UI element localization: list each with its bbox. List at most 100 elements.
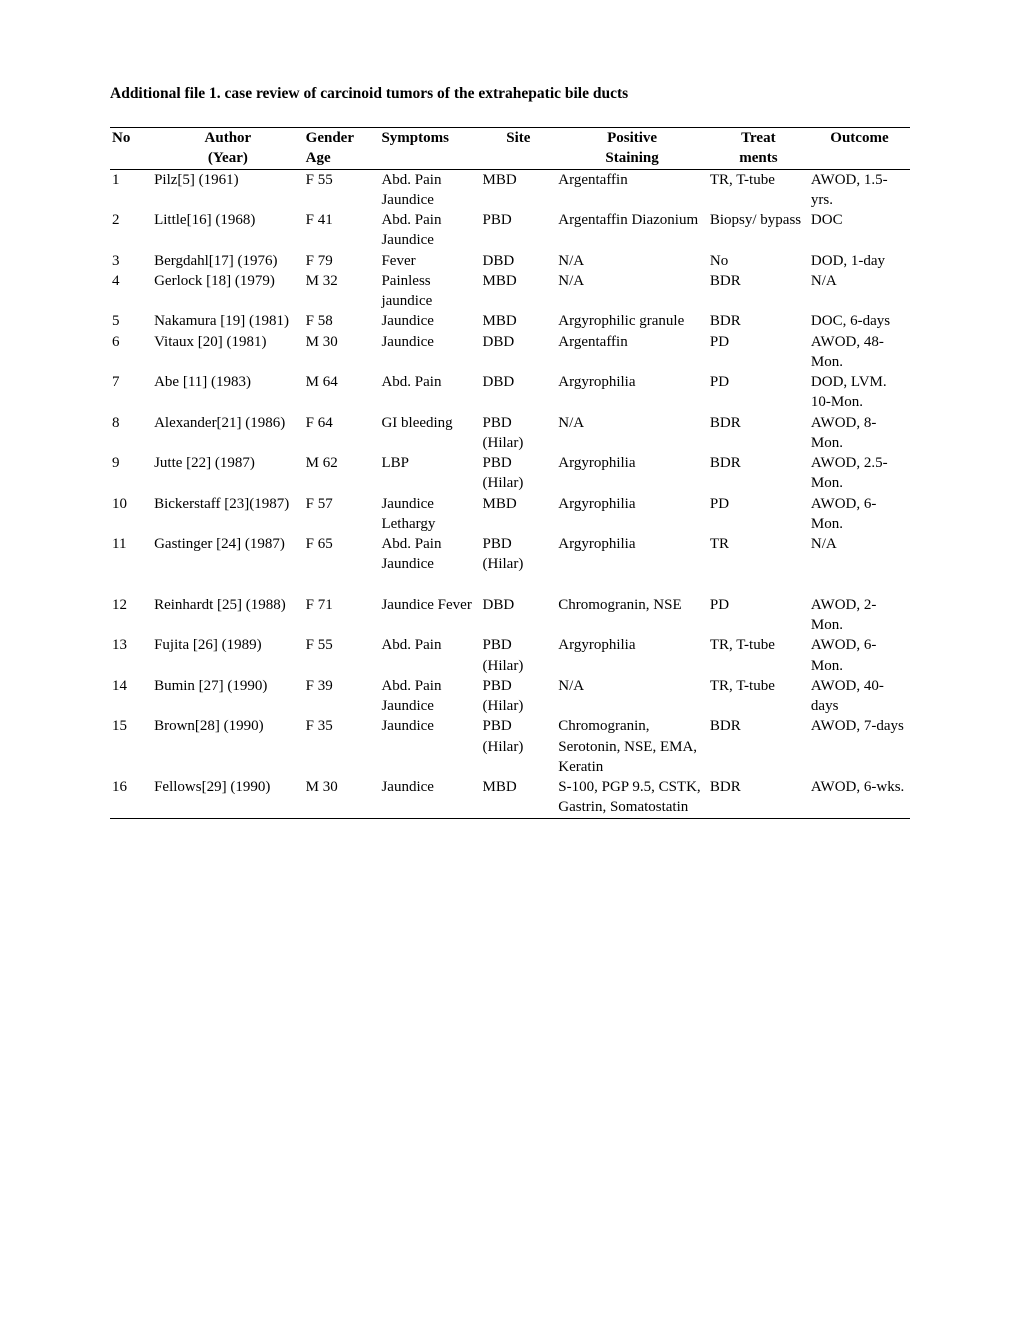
cell-symptoms: Jaundice — [379, 311, 480, 331]
cell-no: 3 — [110, 251, 152, 271]
col-header-gender: Gender — [304, 128, 380, 149]
cell-treat: Biopsy/ bypass — [708, 210, 809, 251]
cell-symptoms: Abd. Pain — [379, 372, 480, 413]
cell-outcome: DOD, 1-day — [809, 251, 910, 271]
cell-no: 14 — [110, 676, 152, 717]
cell-site: PBD (Hilar) — [481, 534, 557, 575]
cell-author: Vitaux [20] (1981) — [152, 332, 304, 373]
cell-site: MBD — [481, 169, 557, 210]
cell-staining: S-100, PGP 9.5, CSTK, Gastrin, Somatosta… — [556, 777, 708, 818]
cell-gender: M 32 — [304, 271, 380, 312]
cell-staining: Argyrophilia — [556, 534, 708, 575]
cell-outcome: DOC — [809, 210, 910, 251]
cell-staining: Argyrophilia — [556, 453, 708, 494]
cell-staining: Argentaffin — [556, 169, 708, 210]
cell-outcome: AWOD, 8-Mon. — [809, 413, 910, 454]
table-row: 2Little[16] (1968)F 41Abd. Pain Jaundice… — [110, 210, 910, 251]
col-subheader-no — [110, 148, 152, 169]
cell-gender: F 41 — [304, 210, 380, 251]
cell-author: Jutte [22] (1987) — [152, 453, 304, 494]
cell-treat: PD — [708, 494, 809, 535]
table-row: 9Jutte [22] (1987)M 62LBPPBD (Hilar)Argy… — [110, 453, 910, 494]
cell-treat: TR — [708, 534, 809, 575]
cell-symptoms: LBP — [379, 453, 480, 494]
table-title: Additional file 1. case review of carcin… — [110, 85, 910, 103]
table-row: 5Nakamura [19] (1981)F 58JaundiceMBDArgy… — [110, 311, 910, 331]
table-row: 1Pilz[5] (1961)F 55Abd. Pain JaundiceMBD… — [110, 169, 910, 210]
cell-symptoms: Painless jaundice — [379, 271, 480, 312]
spacer-row — [110, 575, 910, 595]
table-row: 11Gastinger [24] (1987)F 65Abd. Pain Jau… — [110, 534, 910, 575]
cell-site: MBD — [481, 777, 557, 818]
table-row: 8Alexander[21] (1986)F 64GI bleedingPBD … — [110, 413, 910, 454]
table-row: 7Abe [11] (1983)M 64Abd. PainDBDArgyroph… — [110, 372, 910, 413]
cell-author: Alexander[21] (1986) — [152, 413, 304, 454]
cell-no: 1 — [110, 169, 152, 210]
cell-gender: F 58 — [304, 311, 380, 331]
cell-outcome: AWOD, 40-days — [809, 676, 910, 717]
cell-treat: TR, T-tube — [708, 169, 809, 210]
cell-outcome: DOD, LVM. 10-Mon. — [809, 372, 910, 413]
cell-no: 10 — [110, 494, 152, 535]
cell-staining: N/A — [556, 251, 708, 271]
cell-site: PBD (Hilar) — [481, 716, 557, 777]
cell-treat: PD — [708, 372, 809, 413]
cell-staining: Argyrophilic granule — [556, 311, 708, 331]
cell-treat: TR, T-tube — [708, 676, 809, 717]
cell-author: Bickerstaff [23](1987) — [152, 494, 304, 535]
cell-symptoms: Jaundice — [379, 332, 480, 373]
table-row: 13Fujita [26] (1989)F 55Abd. PainPBD (Hi… — [110, 635, 910, 676]
cell-gender: F 65 — [304, 534, 380, 575]
cell-outcome: AWOD, 6-Mon. — [809, 494, 910, 535]
table-row: 15Brown[28] (1990)F 35JaundicePBD (Hilar… — [110, 716, 910, 777]
cell-outcome: AWOD, 1.5-yrs. — [809, 169, 910, 210]
cell-symptoms: Abd. Pain Jaundice — [379, 169, 480, 210]
cell-treat: BDR — [708, 777, 809, 818]
table-row: 10Bickerstaff [23](1987)F 57Jaundice Let… — [110, 494, 910, 535]
cell-gender: M 62 — [304, 453, 380, 494]
cell-staining: Argentaffin — [556, 332, 708, 373]
col-subheader-outcome — [809, 148, 910, 169]
table-row: 4Gerlock [18] (1979)M 32Painless jaundic… — [110, 271, 910, 312]
col-header-treat: Treat — [708, 128, 809, 149]
cell-site: PBD (Hilar) — [481, 676, 557, 717]
cell-gender: F 39 — [304, 676, 380, 717]
cell-no: 8 — [110, 413, 152, 454]
case-review-table: No Author Gender Symptoms Site Positive … — [110, 127, 910, 819]
cell-no: 11 — [110, 534, 152, 575]
cell-site: PBD — [481, 210, 557, 251]
cell-staining: N/A — [556, 413, 708, 454]
cell-symptoms: Jaundice Lethargy — [379, 494, 480, 535]
table-row: 16Fellows[29] (1990)M 30JaundiceMBDS-100… — [110, 777, 910, 818]
cell-gender: M 30 — [304, 777, 380, 818]
cell-symptoms: Abd. Pain Jaundice — [379, 676, 480, 717]
cell-author: Pilz[5] (1961) — [152, 169, 304, 210]
cell-author: Abe [11] (1983) — [152, 372, 304, 413]
cell-staining: Argyrophilia — [556, 635, 708, 676]
col-subheader-treat: ments — [708, 148, 809, 169]
table-row: 3Bergdahl[17] (1976)F 79FeverDBDN/ANoDOD… — [110, 251, 910, 271]
cell-symptoms: Abd. Pain Jaundice — [379, 534, 480, 575]
cell-no: 5 — [110, 311, 152, 331]
col-header-site: Site — [481, 128, 557, 149]
cell-site: MBD — [481, 311, 557, 331]
cell-treat: PD — [708, 595, 809, 636]
cell-treat: BDR — [708, 716, 809, 777]
cell-outcome: AWOD, 48-Mon. — [809, 332, 910, 373]
cell-symptoms: Fever — [379, 251, 480, 271]
cell-gender: F 64 — [304, 413, 380, 454]
cell-author: Gerlock [18] (1979) — [152, 271, 304, 312]
cell-author: Little[16] (1968) — [152, 210, 304, 251]
cell-author: Gastinger [24] (1987) — [152, 534, 304, 575]
cell-gender: F 55 — [304, 635, 380, 676]
cell-site: DBD — [481, 251, 557, 271]
cell-no: 4 — [110, 271, 152, 312]
cell-outcome: N/A — [809, 271, 910, 312]
cell-gender: F 79 — [304, 251, 380, 271]
cell-author: Fujita [26] (1989) — [152, 635, 304, 676]
table-body: 1Pilz[5] (1961)F 55Abd. Pain JaundiceMBD… — [110, 169, 910, 818]
cell-author: Fellows[29] (1990) — [152, 777, 304, 818]
cell-author: Nakamura [19] (1981) — [152, 311, 304, 331]
cell-treat: BDR — [708, 453, 809, 494]
cell-site: PBD (Hilar) — [481, 453, 557, 494]
